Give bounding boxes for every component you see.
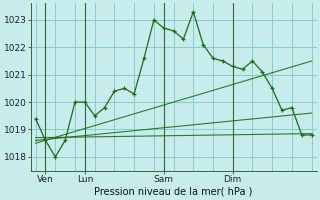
X-axis label: Pression niveau de la mer( hPa ): Pression niveau de la mer( hPa ) (94, 187, 253, 197)
